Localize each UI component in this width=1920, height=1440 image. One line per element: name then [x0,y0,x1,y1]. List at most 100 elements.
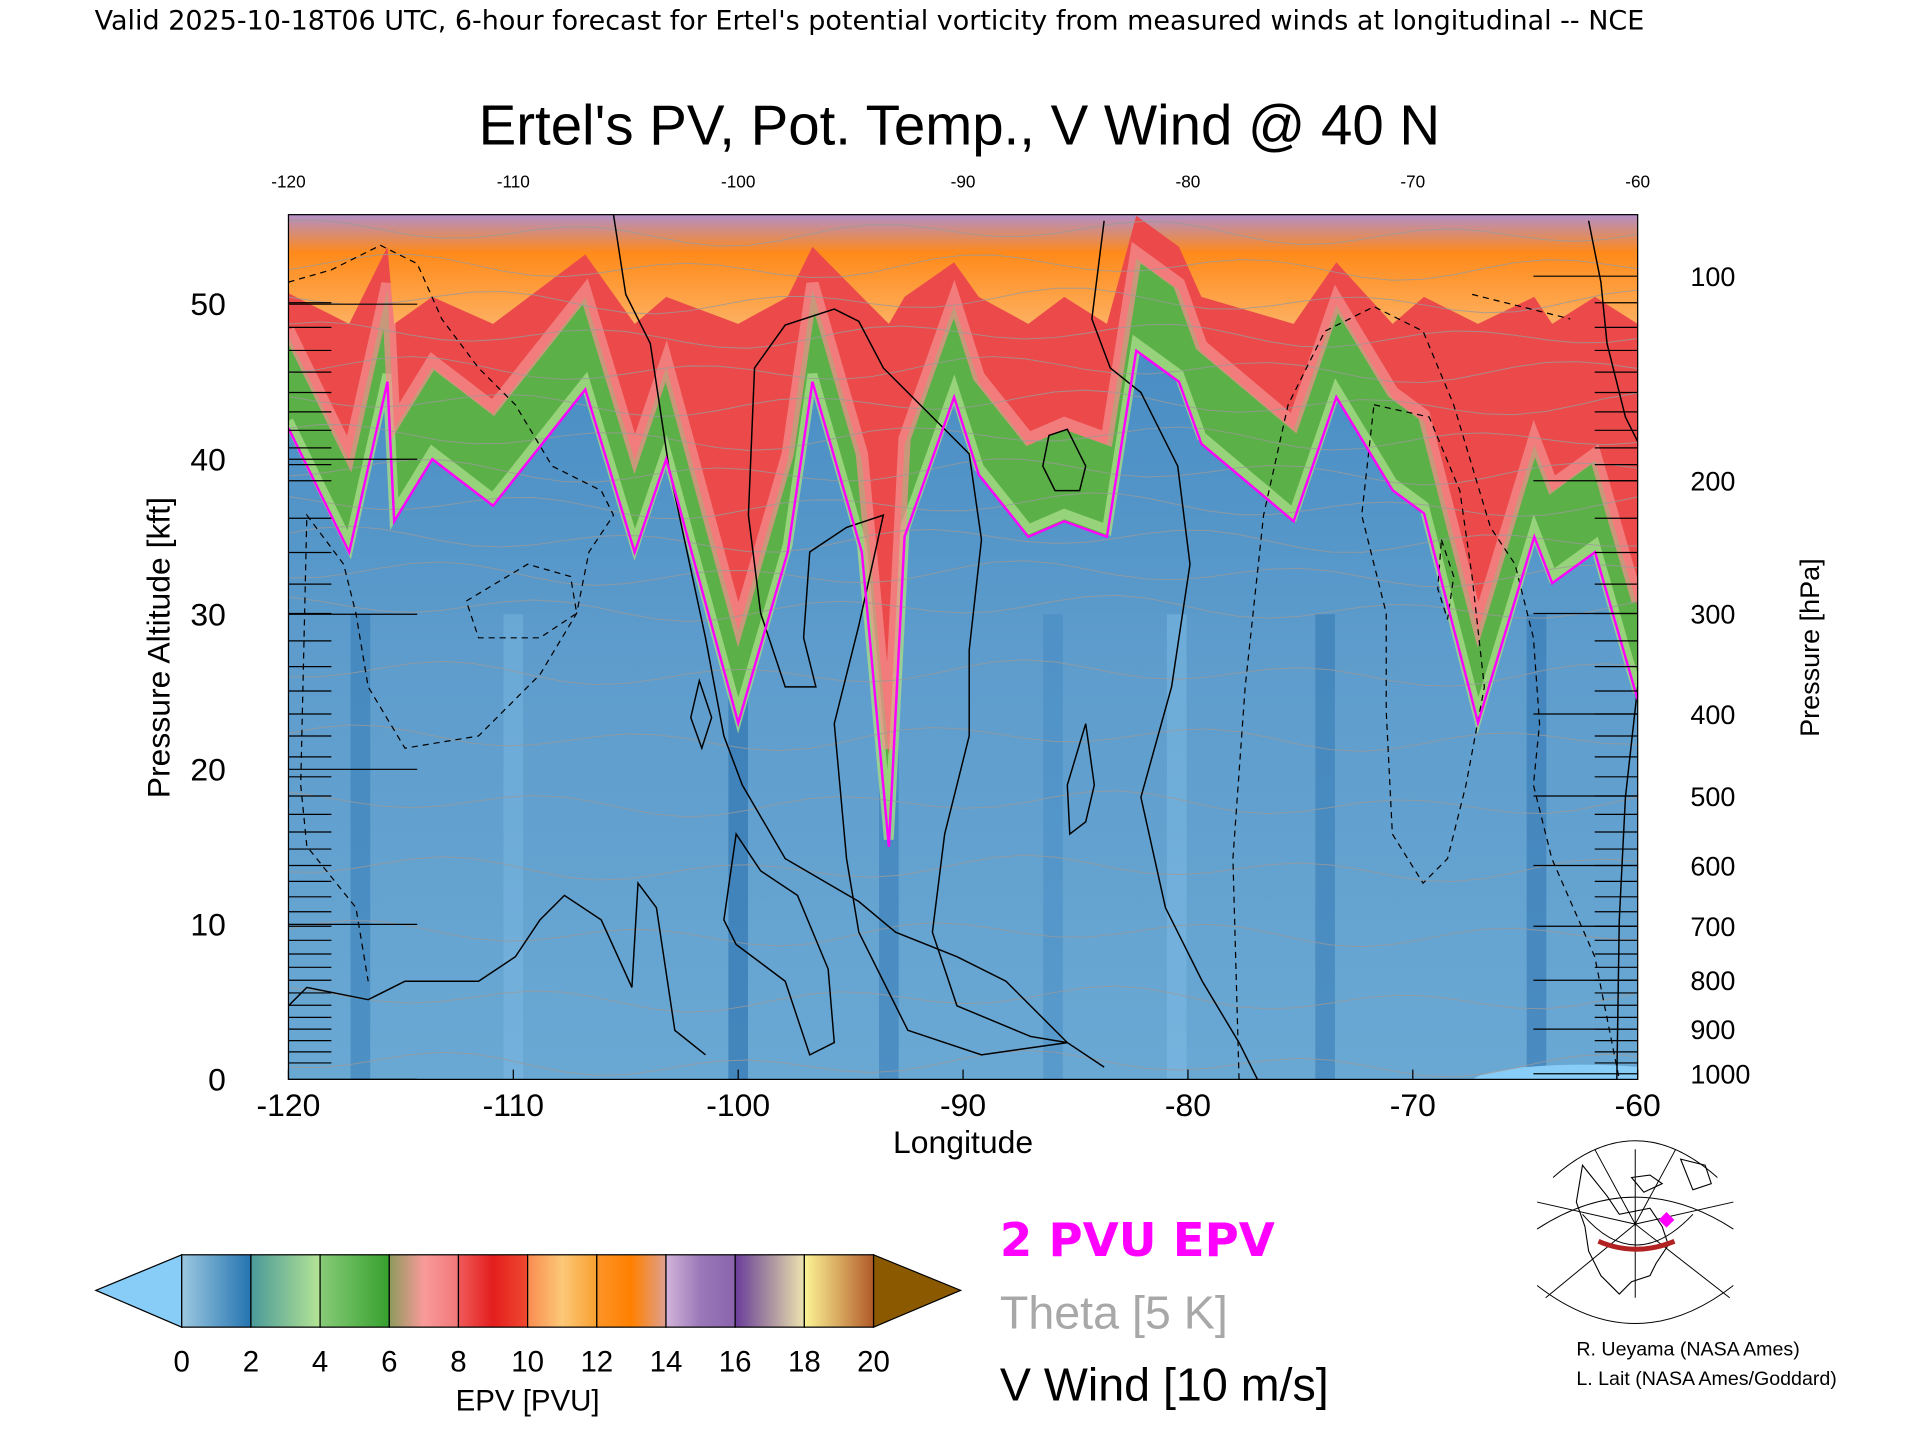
top-x-tick-label: -70 [1400,172,1425,192]
epv-streak [1526,614,1547,1080]
pressure-tick-label: 500 [1690,782,1735,812]
top-x-tick-label: -60 [1625,172,1650,192]
colorbar-segment [181,1254,252,1328]
colorbar-segment [527,1254,598,1328]
colorbar-segment [250,1254,321,1328]
colorbar-segment [665,1254,736,1328]
theta-contour [288,356,1638,384]
theta-contour [288,525,1638,553]
pressure-tick-label: 200 [1690,467,1735,497]
colorbar-segment [596,1254,667,1328]
theta-contour [288,560,1638,588]
theta-contour [288,724,1638,752]
y-tick-label: 20 [190,751,225,787]
theta-contour [288,659,1638,687]
wind-contour-zero [612,214,1105,1068]
wind-contour-minus10 [288,881,706,1056]
colorbar-segment [388,1254,460,1328]
colorbar-segment [803,1254,875,1328]
theta-contour [288,253,1638,281]
epv-low-streaks [350,614,1547,1080]
x-tick-label: -100 [706,1087,770,1123]
wind-contour-zero [1091,220,1259,1080]
map-coastlines [1575,1158,1712,1295]
theta-contour [288,389,1638,418]
wind-contour-small [1066,723,1096,836]
colorbar-label: EPV [PVU] [456,1385,600,1418]
epv-lightgreen-edge [288,334,1638,840]
x-tick-label: -110 [483,1087,544,1123]
epv-streak [1166,614,1187,1080]
pressure-tick-label: 700 [1690,912,1735,942]
plot-area [288,214,1638,1080]
theta-contour [288,594,1638,622]
colorbar-tick-label: 18 [788,1345,821,1378]
credit-line-2: L. Lait (NASA Ames/Goddard) [1576,1368,1837,1390]
legend-wind: V Wind [10 m/s] [1000,1359,1329,1411]
y-axis-ticks: 0 10 20 30 40 50 [190,286,418,1097]
x-axis-label: Longitude [893,1124,1033,1160]
x-tick-label: -80 [1165,1087,1211,1123]
colorbar-tick-label: 0 [174,1345,190,1378]
y-axis-label: Pressure Altitude [kft] [140,497,176,798]
header-caption: Valid 2025-10-18T06 UTC, 6-hour forecast… [95,5,1645,36]
wind-contour-zero [1616,686,1638,1080]
colorbar-segment [457,1254,529,1328]
colorbar-under-triangle [94,1253,183,1329]
legend-theta: Theta [5 K] [1000,1286,1228,1338]
top-x-tick-label: -110 [497,172,530,192]
pressure-tick-label: 1000 [1690,1060,1750,1090]
y-tick-label: 30 [190,596,225,632]
y2-axis-label: Pressure [hPa] [1795,558,1825,736]
theta-contour [288,321,1638,349]
epv-streak [1315,614,1335,1080]
y-tick-label: 50 [190,286,225,322]
colorbar-segment [319,1254,390,1328]
theta-contour [288,919,1638,948]
colorbar-tick-label: 12 [580,1345,613,1378]
y-tick-label: 0 [208,1061,226,1097]
theta-contour [288,287,1638,315]
colorbar-tick-label: 14 [650,1345,683,1378]
theta-contour [288,985,1638,1013]
theta-contour [288,219,1638,247]
wind-contour-plus10 [747,308,1068,1056]
epv-streak [503,614,524,1080]
top-x-tick-label: -90 [951,172,976,192]
wind-contour-minus10 [1471,293,1571,320]
theta-contours [288,219,1638,1078]
pressure-tick-label: 300 [1690,599,1735,629]
colorbar-tick-label: 4 [312,1345,328,1378]
pressure-tick-label: 400 [1690,700,1735,730]
map-inset [1536,1140,1734,1324]
wind-contour-plus10 [723,832,836,1056]
colorbar-tick-label: 6 [381,1345,397,1378]
wind-contour-minus30 [465,563,578,639]
colorbar: 0 2 4 6 8 10 12 14 16 18 20 EPV [PVU] [94,1253,963,1418]
x-tick-label: -120 [257,1087,321,1123]
y-tick-label: 10 [190,906,225,942]
top-x-tick-label: -100 [721,172,755,192]
pressure-tick-label: 900 [1690,1015,1735,1045]
colorbar-over-triangle [872,1253,963,1329]
wind-contours-negative [288,244,1620,1080]
wind-contour-small [690,678,713,751]
top-x-tick-label: -120 [271,172,305,192]
map-section-line [1597,1239,1676,1252]
x-tick-label: -90 [940,1087,986,1123]
wind-contour-minus10 [288,244,615,982]
colorbar-tick-label: 2 [243,1345,259,1378]
x-tick-label: -70 [1390,1087,1436,1123]
colorbar-tick-label: 10 [511,1345,544,1378]
epv-streak [1043,614,1063,1080]
chart-title: Ertel's PV, Pot. Temp., V Wind @ 40 N [479,94,1441,157]
wind-contour-zero [1587,220,1638,442]
wind-contour-minus50 [1437,539,1455,620]
pressure-axis-ticks: 100 200 300 400 500 600 700 800 900 1000 [1690,262,1750,1090]
epv-streak [350,614,371,1080]
top-x-tick-label: -80 [1176,172,1201,192]
map-meridians [1536,1149,1734,1299]
y-tick-label: 40 [190,441,225,477]
wind-contour-small [1042,428,1087,492]
